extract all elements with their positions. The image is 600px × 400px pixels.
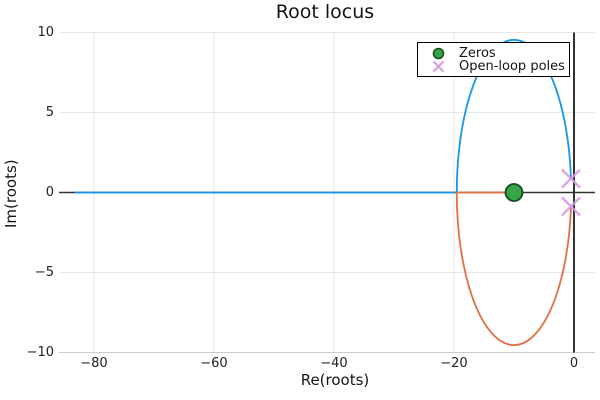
pole-x-icon bbox=[418, 59, 459, 74]
x-tick-label: −40 bbox=[320, 356, 348, 371]
pole-x-marker bbox=[561, 168, 581, 189]
y-tick-label: 5 bbox=[45, 104, 54, 120]
chart-title: Root locus bbox=[275, 1, 375, 23]
zero-marker bbox=[504, 183, 524, 202]
legend-item-open-loop-poles: Open-loop poles bbox=[418, 60, 569, 73]
pole-zero-markers bbox=[504, 168, 581, 217]
y-tick-label: 10 bbox=[37, 24, 54, 40]
locus-branch-2 bbox=[455, 191, 572, 346]
legend-item-zeros: Zeros bbox=[418, 47, 569, 60]
x-tick-label: −20 bbox=[440, 356, 468, 371]
legend: Zeros Open-loop poles bbox=[417, 42, 570, 77]
y-tick-label: −5 bbox=[34, 264, 54, 280]
pole-x-marker bbox=[561, 196, 581, 217]
y-tick-label: −10 bbox=[26, 344, 54, 360]
x-tick-label: −60 bbox=[200, 356, 228, 371]
legend-item-label: Open-loop poles bbox=[459, 59, 565, 74]
legend-item-label: Zeros bbox=[459, 46, 496, 61]
grid-lines bbox=[59, 32, 595, 353]
zero-circle-icon bbox=[418, 47, 459, 60]
locus-branch-1 bbox=[74, 39, 572, 194]
x-tick-label: −80 bbox=[80, 356, 108, 371]
y-tick-label: 0 bbox=[45, 184, 54, 200]
x-tick-label: 0 bbox=[569, 356, 579, 371]
x-axis-label: Re(roots) bbox=[300, 371, 370, 389]
